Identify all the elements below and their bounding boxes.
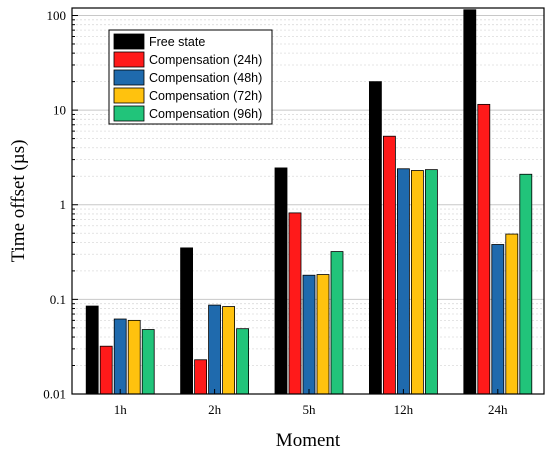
- plot-frame: [71, 7, 545, 395]
- bar: [424, 169, 438, 395]
- bar: [141, 329, 155, 395]
- y-axis-ticks: 0.01 0.1 1 10 100: [43, 8, 78, 402]
- legend-label: Compensation (48h): [149, 71, 262, 85]
- bar: [236, 328, 250, 395]
- bar: [382, 135, 396, 395]
- bar: [491, 244, 505, 395]
- x-tick-label: 12h: [394, 402, 414, 417]
- legend-label: Compensation (96h): [149, 107, 262, 121]
- bar: [302, 274, 316, 395]
- legend-swatch: [113, 87, 145, 104]
- x-axis-title: Moment: [276, 430, 341, 451]
- y-tick-label: 0.01: [43, 387, 66, 402]
- x-tick-label: 2h: [208, 402, 222, 417]
- bar: [368, 81, 382, 395]
- legend: Free state Compensation (24h) Compensation…: [108, 29, 273, 125]
- bar: [519, 173, 533, 395]
- bar: [288, 212, 302, 395]
- bar: [316, 274, 330, 395]
- bar: [208, 304, 222, 395]
- bar: [99, 345, 113, 395]
- bar: [463, 9, 477, 395]
- bar: [113, 318, 127, 395]
- legend-swatch: [113, 69, 145, 86]
- legend-swatch: [113, 33, 145, 50]
- x-tick-label: 24h: [488, 402, 508, 417]
- bar: [127, 319, 141, 395]
- bar: [505, 233, 519, 395]
- bar: [180, 247, 194, 395]
- x-tick-label: 1h: [114, 402, 128, 417]
- plot-border: [71, 7, 545, 395]
- bar: [396, 168, 410, 395]
- y-tick-label: 1: [60, 197, 67, 212]
- bar: [274, 167, 288, 395]
- bar: [222, 306, 236, 395]
- bar: [410, 170, 424, 395]
- bars: [85, 9, 533, 395]
- x-axis-ticks: 1h 2h 5h 12h 24h: [114, 389, 508, 417]
- bar: [194, 359, 208, 395]
- legend-swatch: [113, 51, 145, 68]
- y-axis-title: Time offset (µs): [8, 140, 29, 263]
- bar: [477, 103, 491, 395]
- bar: [330, 251, 344, 395]
- bar: [85, 305, 99, 395]
- legend-label: Compensation (24h): [149, 53, 262, 67]
- legend-swatch: [113, 105, 145, 122]
- legend-label: Compensation (72h): [149, 89, 262, 103]
- y-tick-label: 0.1: [50, 292, 66, 307]
- x-tick-label: 5h: [303, 402, 317, 417]
- y-tick-label: 100: [47, 8, 67, 23]
- y-tick-label: 10: [53, 103, 66, 118]
- legend-label: Free state: [149, 35, 205, 49]
